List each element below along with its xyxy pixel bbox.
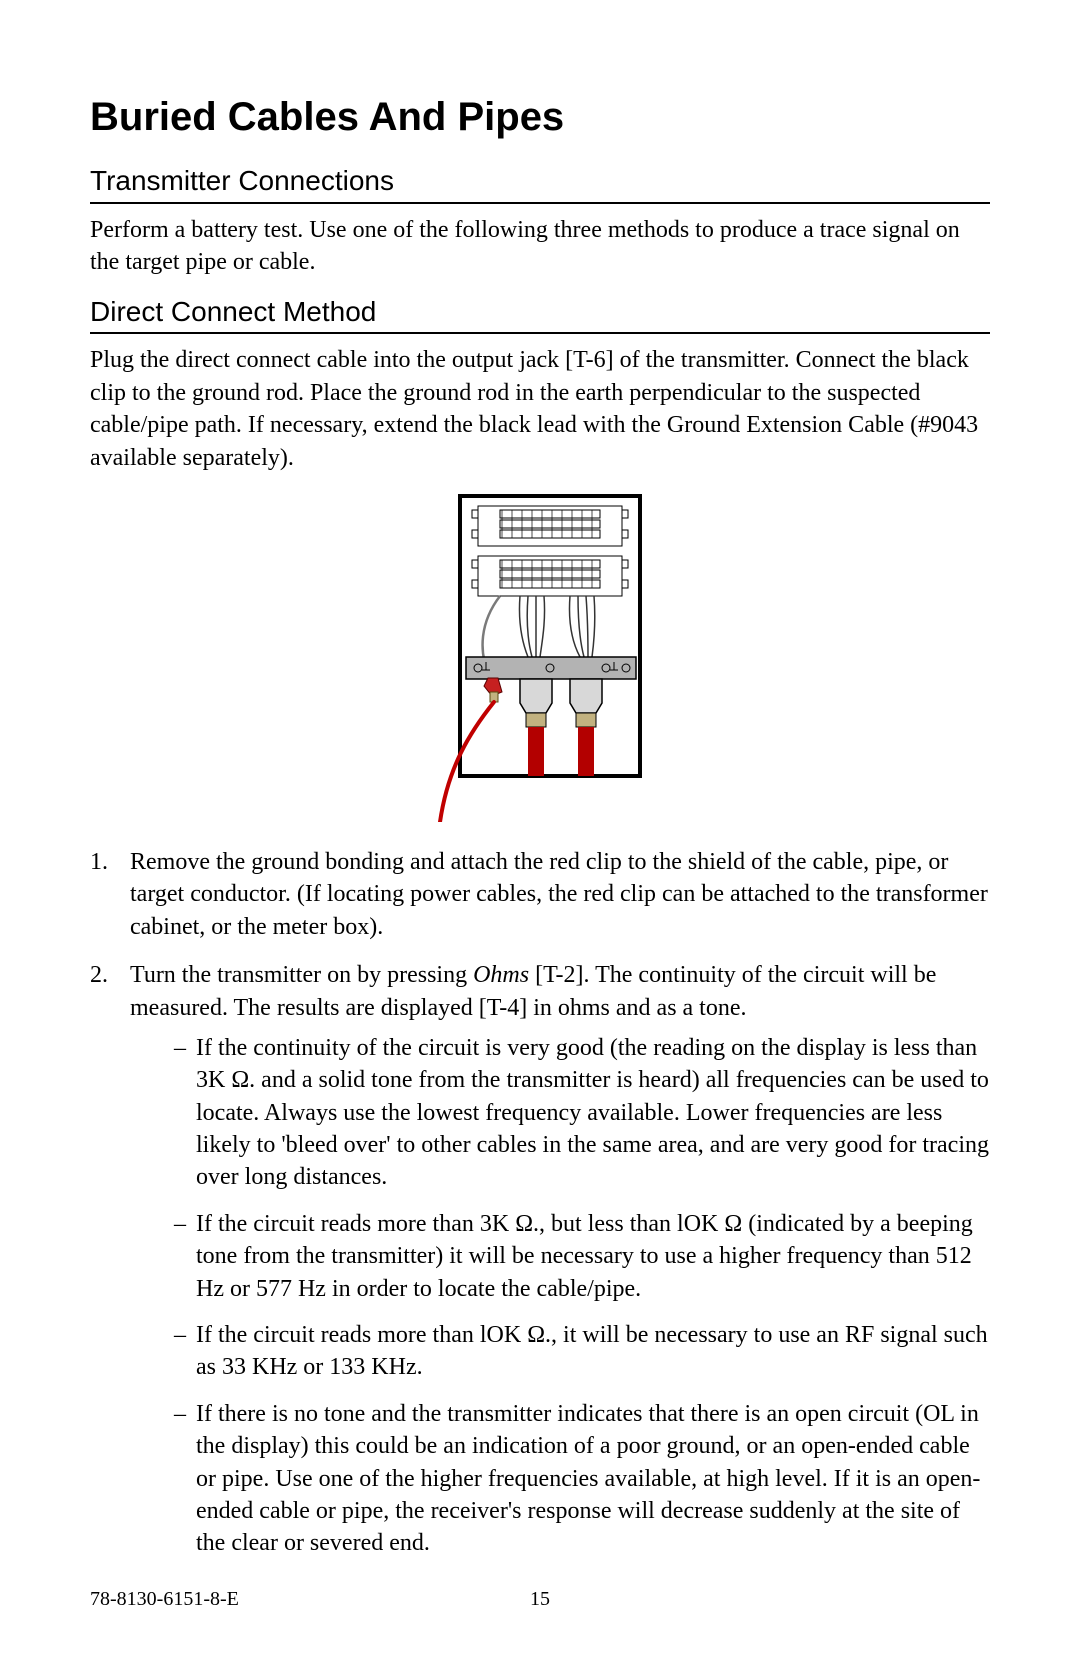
list-item: – If the circuit reads more than 3K Ω., … (174, 1208, 990, 1305)
bullet-body: If the circuit reads more than 3K Ω., bu… (196, 1208, 990, 1305)
list-item: – If there is no tone and the transmitte… (174, 1398, 990, 1560)
dash-marker: – (174, 1398, 196, 1560)
list-item: – If the continuity of the circuit is ve… (174, 1032, 990, 1194)
figure-direct-connect-diagram (90, 492, 990, 822)
dash-marker: – (174, 1208, 196, 1305)
page-title: Buried Cables And Pipes (90, 90, 990, 144)
step-number: 1. (90, 846, 130, 943)
dash-bullet-list: – If the continuity of the circuit is ve… (130, 1032, 990, 1560)
page-number: 15 (530, 1588, 550, 1610)
bullet-body: If the circuit reads more than lOK Ω., i… (196, 1319, 990, 1384)
section-heading-transmitter-connections: Transmitter Connections (90, 162, 990, 204)
dash-marker: – (174, 1319, 196, 1384)
italic-text: Ohms (473, 962, 529, 988)
list-item: 2. Turn the transmitter on by pressing O… (90, 959, 990, 1574)
list-item: – If the circuit reads more than lOK Ω.,… (174, 1319, 990, 1384)
paragraph: Plug the direct connect cable into the o… (90, 344, 990, 474)
page-footer: 78-8130-6151-8-E 15 (90, 1586, 990, 1613)
document-number: 78-8130-6151-8-E (90, 1586, 239, 1613)
step-body: Turn the transmitter on by pressing Ohms… (130, 959, 990, 1574)
step-body: Remove the ground bonding and attach the… (130, 846, 990, 943)
list-item: 1. Remove the ground bonding and attach … (90, 846, 990, 943)
text-run: Turn the transmitter on by pressing (130, 962, 473, 988)
diagram-svg (430, 492, 650, 822)
dash-marker: – (174, 1032, 196, 1194)
bullet-body: If the continuity of the circuit is very… (196, 1032, 990, 1194)
step-number: 2. (90, 959, 130, 1574)
paragraph: Perform a battery test. Use one of the f… (90, 214, 990, 279)
numbered-steps-list: 1. Remove the ground bonding and attach … (90, 846, 990, 1574)
section-heading-direct-connect-method: Direct Connect Method (90, 293, 990, 335)
bullet-body: If there is no tone and the transmitter … (196, 1398, 990, 1560)
